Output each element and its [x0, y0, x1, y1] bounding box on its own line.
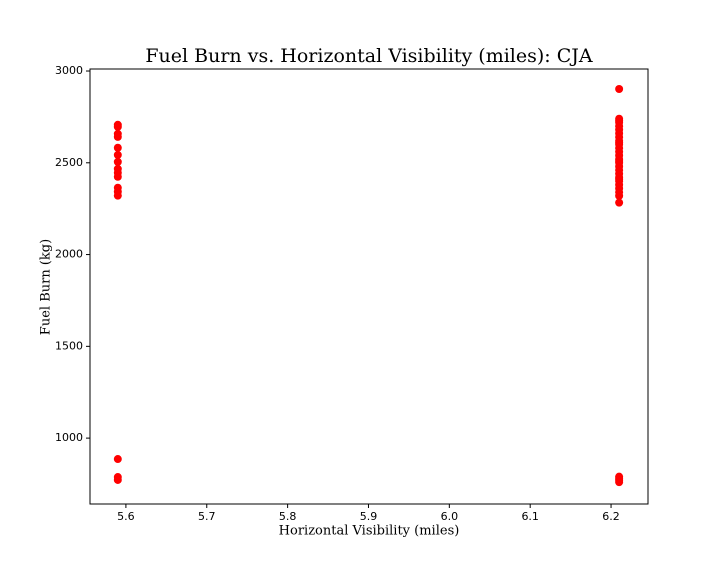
plot-frame: [89, 68, 649, 505]
point: [113, 132, 122, 141]
point: [615, 198, 624, 207]
x-tick-label: 5.7: [198, 510, 216, 523]
point: [113, 475, 122, 484]
point: [615, 175, 624, 184]
y-tick-label: 2500: [55, 156, 83, 169]
point: [113, 455, 122, 464]
point: [113, 191, 122, 200]
y-axis-label: Fuel Burn (kg): [39, 239, 54, 335]
point: [615, 138, 624, 147]
chart-title: Fuel Burn vs. Horizontal Visibility (mil…: [145, 45, 593, 67]
x-tick-label: 5.8: [279, 510, 297, 523]
point: [113, 157, 122, 166]
point: [113, 143, 122, 152]
x-tick-label: 6.0: [441, 510, 459, 523]
point: [615, 116, 624, 125]
point: [113, 150, 122, 159]
x-tick-label: 6.1: [521, 510, 539, 523]
x-axis-label: Horizontal Visibility (miles): [279, 524, 460, 539]
point: [615, 478, 624, 487]
point: [615, 156, 624, 165]
y-tick-label: 3000: [55, 64, 83, 77]
y-tick-label: 2000: [55, 248, 83, 261]
y-tick-label: 1000: [55, 431, 83, 444]
x-tick-label: 6.2: [602, 510, 620, 523]
point: [615, 85, 624, 94]
point: [113, 122, 122, 131]
point: [615, 191, 624, 200]
point: [113, 172, 122, 181]
x-tick-label: 5.6: [117, 510, 135, 523]
x-tick-label: 5.9: [360, 510, 378, 523]
y-tick-label: 1500: [55, 339, 83, 352]
